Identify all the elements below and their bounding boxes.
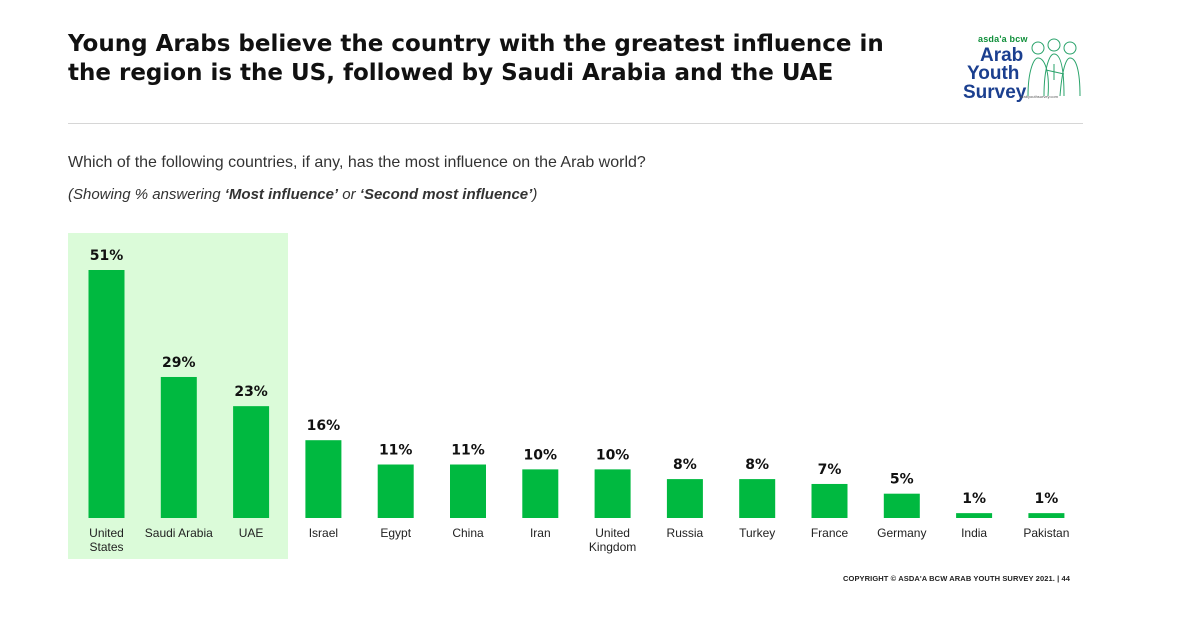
survey-question: Which of the following countries, if any…: [68, 154, 646, 171]
bar-france: [811, 483, 848, 518]
category-label-line: Kingdom: [589, 540, 636, 554]
value-label-saudi-arabia: 29%: [162, 355, 196, 371]
category-label-line: Iran: [530, 526, 551, 540]
category-label-france: France: [811, 526, 849, 540]
value-label-france: 7%: [818, 462, 842, 478]
logo-line-survey: Survey: [963, 82, 1027, 103]
category-label-line: China: [452, 526, 484, 540]
category-label-india: India: [961, 526, 987, 540]
bar-saudi-arabia: [160, 376, 197, 518]
bar-united-states: [88, 270, 125, 518]
category-label-russia: Russia: [667, 526, 704, 540]
bar-india: [956, 513, 993, 518]
logo-line-youth: Youth: [967, 63, 1020, 84]
category-label-egypt: Egypt: [380, 526, 411, 540]
category-label-united-kingdom: United Kingdom: [589, 526, 636, 554]
arab-youth-survey-logo: asda'a bcw Arab Youth Survey arabyouthsu…: [950, 30, 1085, 110]
value-label-iran: 10%: [524, 447, 558, 463]
value-label-pakistan: 1%: [1035, 491, 1059, 507]
bar-united-kingdom: [594, 469, 631, 518]
value-label-china: 11%: [451, 443, 485, 459]
category-label-saudi-arabia: Saudi Arabia: [145, 526, 213, 540]
logo-line-arab: Arab: [980, 45, 1024, 66]
category-label-line: UAE: [239, 526, 264, 540]
value-label-russia: 8%: [673, 457, 697, 473]
category-label-line: Saudi Arabia: [145, 526, 213, 540]
category-label-line: Germany: [877, 526, 926, 540]
value-label-germany: 5%: [890, 472, 914, 488]
category-label-turkey: Turkey: [739, 526, 775, 540]
category-label-united-states: United States: [89, 526, 124, 554]
subtitle-suffix: ): [532, 186, 538, 203]
page-title: Young Arabs believe the country with the…: [68, 31, 884, 86]
bar-uae: [233, 406, 270, 518]
bar-iran: [522, 469, 559, 518]
category-label-line: Israel: [309, 526, 338, 540]
value-label-israel: 16%: [307, 418, 341, 434]
youth-figures-icon: [1027, 38, 1081, 97]
bar-israel: [305, 440, 342, 518]
category-label-uae: UAE: [239, 526, 264, 540]
value-label-turkey: 8%: [745, 457, 769, 473]
category-label-line: Pakistan: [1023, 526, 1069, 540]
category-label-china: China: [452, 526, 484, 540]
bar-egypt: [377, 464, 414, 518]
subtitle-option-second: ‘Second most influence’: [359, 186, 533, 203]
value-label-egypt: 11%: [379, 443, 413, 459]
category-label-line: United: [89, 526, 124, 540]
subtitle-mid: or: [338, 186, 360, 203]
value-label-united-states: 51%: [90, 248, 124, 264]
category-label-line: India: [961, 526, 987, 540]
category-label-israel: Israel: [309, 526, 338, 540]
category-label-germany: Germany: [877, 526, 926, 540]
value-label-united-kingdom: 10%: [596, 447, 630, 463]
copyright-footer: COPYRIGHT © ASDA'A BCW ARAB YOUTH SURVEY…: [843, 574, 1071, 583]
category-label-line: Turkey: [739, 526, 775, 540]
bar-germany: [883, 493, 920, 518]
category-label-line: United: [595, 526, 630, 540]
category-label-line: Egypt: [380, 526, 411, 540]
survey-subtitle: (Showing % answering ‘Most influence’ or…: [68, 186, 537, 203]
category-label-iran: Iran: [530, 526, 551, 540]
bar-pakistan: [1028, 513, 1065, 518]
bar-russia: [666, 479, 703, 518]
category-label-line: States: [89, 540, 123, 554]
category-label-line: Russia: [667, 526, 704, 540]
value-label-india: 1%: [962, 491, 986, 507]
category-label-pakistan: Pakistan: [1023, 526, 1069, 540]
title-divider: [68, 123, 1083, 124]
value-label-uae: 23%: [234, 384, 268, 400]
bar-china: [450, 464, 486, 518]
subtitle-option-most: ‘Most influence’: [224, 186, 339, 203]
category-label-line: France: [811, 526, 849, 540]
subtitle-prefix: (Showing % answering: [68, 186, 225, 203]
logo-brand: asda'a bcw: [978, 34, 1028, 44]
bar-turkey: [739, 479, 776, 518]
logo-url: arabyouthsurvey.com: [1020, 94, 1058, 99]
